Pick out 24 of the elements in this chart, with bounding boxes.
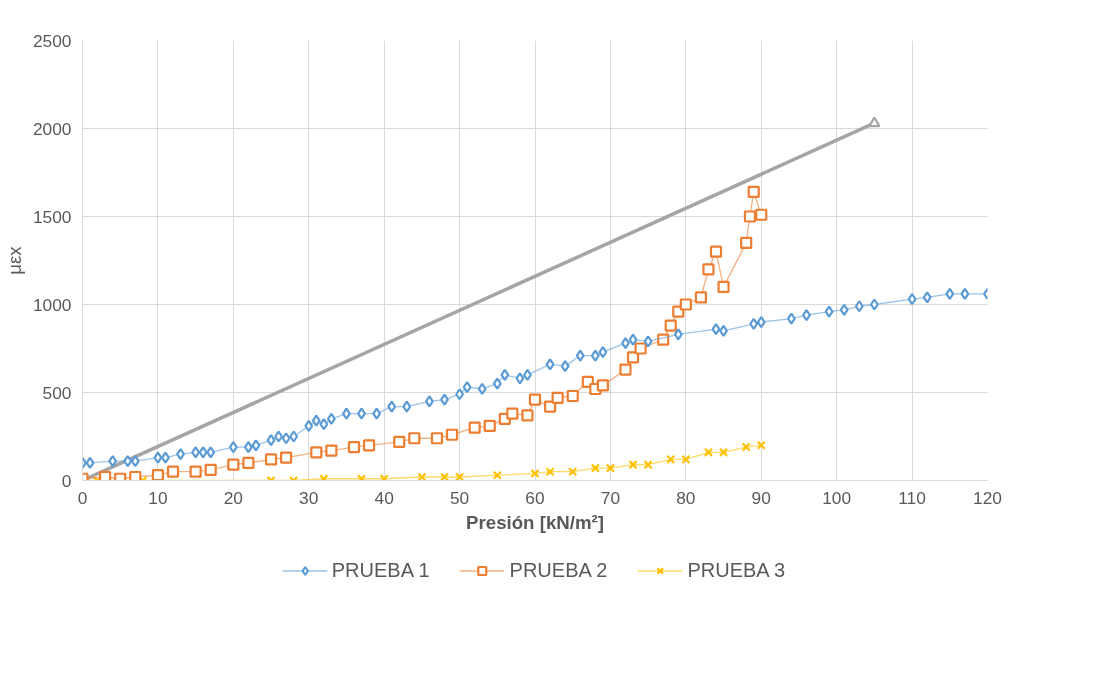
legend-label: PRUEBA 1 [331, 558, 430, 582]
y-tick-label: 2000 [32, 118, 72, 139]
x-tick-label: 70 [600, 487, 621, 508]
x-tick-label: 80 [676, 487, 696, 508]
x-tick-label: 110 [898, 487, 926, 508]
x-tick-label: 100 [822, 487, 852, 508]
x-tick-label: 10 [148, 487, 168, 508]
y-tick-label: 2500 [32, 30, 72, 51]
legend-label: PRUEBA 3 [687, 558, 786, 582]
y-tick-label: 0 [61, 470, 72, 491]
x-axis-title: Presión [kN/m²] [466, 511, 604, 533]
legend-label: PRUEBA 2 [509, 558, 608, 582]
x-tick-label: 0 [77, 487, 88, 508]
x-tick-label: 30 [299, 487, 319, 508]
x-tick-label: 20 [223, 487, 243, 508]
y-tick-label: 1000 [32, 294, 72, 315]
x-tick-label: 120 [973, 487, 1002, 508]
x-tick-label: 90 [751, 487, 771, 508]
x-tick-label: 50 [449, 487, 470, 508]
y-tick-label: 500 [42, 382, 72, 403]
y-tick-label: 1500 [32, 206, 72, 227]
x-tick-label: 60 [525, 487, 545, 508]
x-tick-label: 40 [374, 487, 394, 508]
y-axis-title: μεx [3, 245, 25, 275]
